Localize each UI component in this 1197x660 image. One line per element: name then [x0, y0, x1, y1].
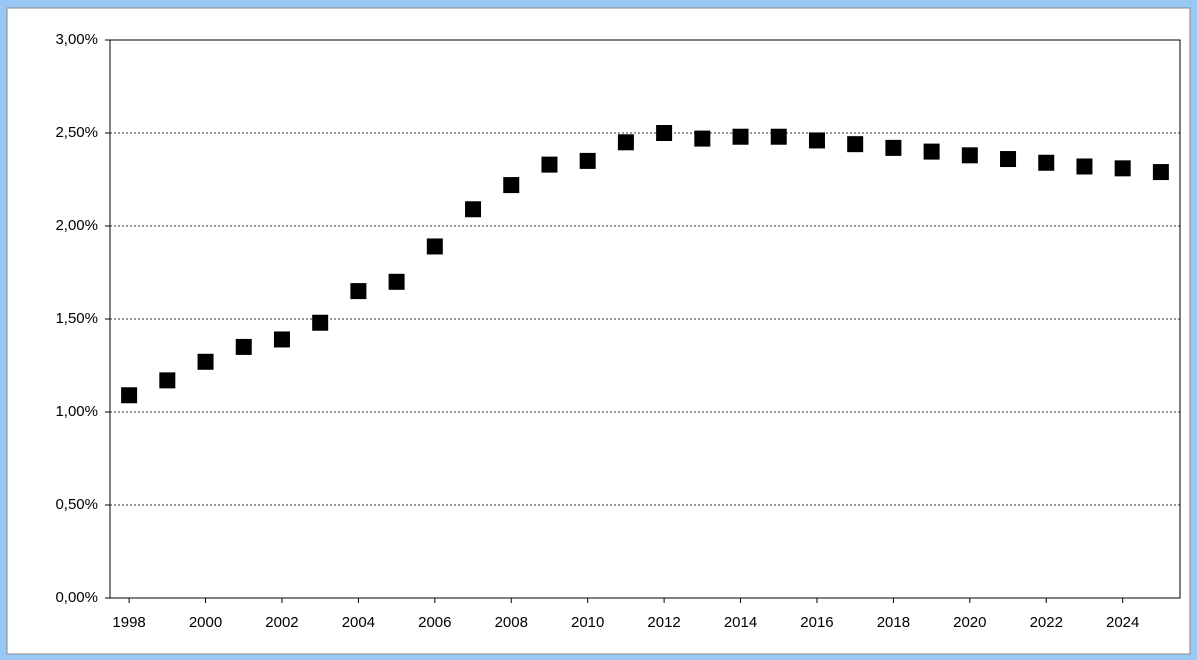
x-tick-label: 2014: [724, 614, 757, 631]
marker: [312, 314, 329, 331]
x-tick-label: 2002: [265, 614, 298, 631]
marker: [1152, 164, 1169, 181]
marker: [808, 132, 825, 149]
x-tick-label: 2024: [1106, 614, 1139, 631]
x-tick-label: 2006: [418, 614, 451, 631]
marker: [121, 387, 138, 404]
marker: [732, 128, 749, 145]
x-tick-label: 2022: [1030, 614, 1063, 631]
y-tick-label: 1,50%: [55, 310, 98, 327]
y-tick-label: 3,00%: [55, 31, 98, 48]
marker: [847, 136, 864, 153]
x-tick-label: 2010: [571, 614, 604, 631]
marker: [656, 125, 673, 141]
marker: [1114, 160, 1131, 177]
marker: [426, 238, 443, 255]
y-tick-label: 0,50%: [55, 496, 98, 513]
marker: [541, 156, 558, 173]
x-tick-label: 2004: [342, 614, 375, 631]
x-tick-label: 2018: [877, 614, 910, 631]
marker: [159, 372, 176, 389]
marker: [617, 134, 634, 151]
marker: [770, 128, 787, 145]
marker: [961, 147, 978, 164]
y-tick-label: 0,00%: [55, 589, 98, 606]
x-tick-label: 2008: [495, 614, 528, 631]
marker: [465, 201, 482, 218]
marker: [1038, 154, 1055, 171]
marker: [388, 273, 405, 290]
x-tick-label: 2000: [189, 614, 222, 631]
marker: [235, 338, 252, 355]
marker: [1000, 151, 1017, 168]
x-tick-label: 1998: [112, 614, 145, 631]
y-tick-label: 2,50%: [55, 124, 98, 141]
marker: [273, 331, 290, 348]
marker: [923, 143, 940, 160]
chart-area: [6, 7, 1191, 655]
marker: [1076, 158, 1093, 175]
y-tick-label: 2,00%: [55, 217, 98, 234]
plot-frame: [109, 39, 1181, 599]
marker: [197, 353, 214, 370]
marker: [579, 152, 596, 169]
x-tick-label: 2020: [953, 614, 986, 631]
y-tick-label: 1,00%: [55, 403, 98, 420]
marker: [350, 283, 367, 300]
x-tick-label: 2012: [647, 614, 680, 631]
marker: [885, 139, 902, 156]
marker: [694, 130, 711, 147]
x-tick-label: 2016: [800, 614, 833, 631]
marker: [503, 177, 520, 194]
